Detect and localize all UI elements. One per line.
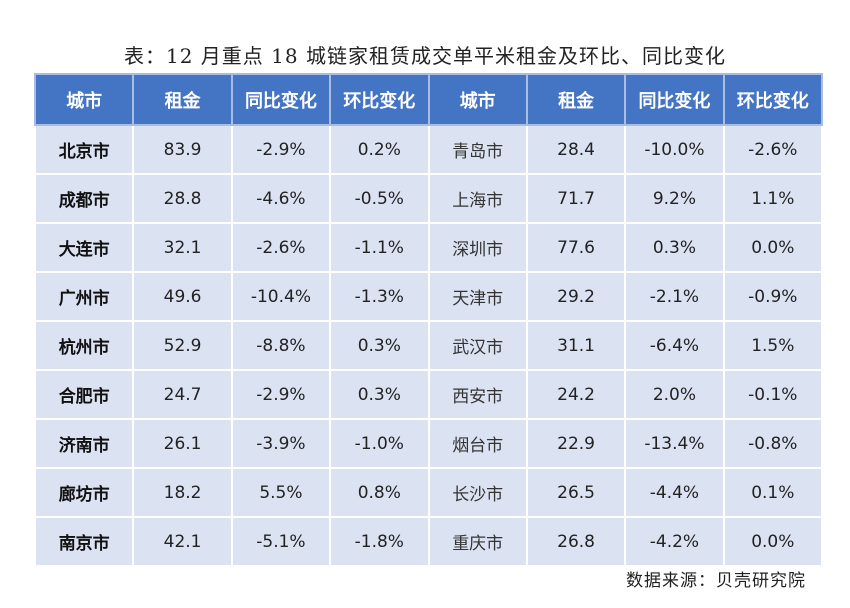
cell-yoy-right: -4.4%	[624, 467, 725, 518]
cell-yoy-left: -2.6%	[230, 222, 332, 273]
rent-table: 城市 租金 同比变化 环比变化 城市 租金 同比变化 环比变化 北京市 83.9-…	[33, 73, 824, 567]
cell-rent-right: 26.8	[525, 516, 627, 567]
cell-rent-left: 26.1	[132, 418, 233, 469]
cell-rent-right: 31.1	[525, 320, 627, 371]
cell-city-right: 深圳市	[427, 222, 528, 273]
cell-rent-right: 22.9	[525, 418, 627, 469]
cell-city-left: 合肥市	[33, 369, 135, 420]
cell-city-left: 大连市	[33, 222, 135, 273]
cell-rent-left: 28.8	[132, 173, 233, 224]
cell-mom-left: 0.3%	[329, 369, 430, 420]
header-city-left: 城市	[33, 73, 135, 126]
cell-rent-right: 24.2	[525, 369, 627, 420]
cell-rent-right: 29.2	[525, 271, 627, 322]
cell-mom-left: -1.3%	[329, 271, 430, 322]
cell-yoy-left: -8.8%	[230, 320, 332, 371]
table-title: 表：12 月重点 18 城链家租赁成交单平米租金及环比、同比变化	[124, 44, 726, 68]
header-mom-left: 环比变化	[329, 73, 430, 126]
table-row: 南京市 42.1 -5.1% -1.8% 重庆市 26.8 -4.2% 0.0%	[33, 516, 824, 567]
table-row: 成都市 28.8 -4.6% -0.5% 上海市 71.7 9.2% 1.1%	[33, 173, 824, 224]
cell-mom-left: -0.5%	[329, 173, 430, 224]
cell-yoy-left: -4.6%	[230, 173, 332, 224]
cell-yoy-left: -10.4%	[230, 271, 332, 322]
data-source-note: 数据来源：贝壳研究院	[626, 571, 806, 591]
cell-mom-right: 0.0%	[722, 222, 824, 273]
cell-mom-left: 0.8%	[329, 467, 430, 518]
cell-yoy-right: -6.4%	[624, 320, 725, 371]
cell-mom-right: 1.1%	[722, 173, 824, 224]
cell-mom-right: 1.5%	[722, 320, 824, 371]
cell-city-left: 廊坊市	[33, 467, 135, 518]
cell-city-right: 烟台市	[427, 418, 528, 469]
cell-mom-right: 0.0%	[722, 516, 824, 567]
cell-yoy-right: 9.2%	[624, 173, 725, 224]
cell-city-right: 武汉市	[427, 320, 528, 371]
table-row: 廊坊市 18.2 5.5% 0.8% 长沙市 26.5 -4.4% 0.1%	[33, 467, 824, 518]
table-header-row: 城市 租金 同比变化 环比变化 城市 租金 同比变化 环比变化	[33, 73, 824, 126]
table-row: 大连市 32.1 -2.6% -1.1% 深圳市 77.6 0.3% 0.0%	[33, 222, 824, 273]
cell-city-right: 重庆市	[427, 516, 528, 567]
cell-mom-left: 0.3%	[329, 320, 430, 371]
cell-yoy-left: -2.9%	[230, 124, 332, 175]
cell-mom-right: -0.1%	[722, 369, 824, 420]
cell-yoy-left: -3.9%	[230, 418, 332, 469]
cell-rent-right: 77.6	[525, 222, 627, 273]
header-yoy-right: 同比变化	[624, 73, 725, 126]
cell-mom-left: -1.1%	[329, 222, 430, 273]
cell-mom-right: -0.9%	[722, 271, 824, 322]
table-row: 北京市 83.9 -2.9% 0.2% 青岛市 28.4 -10.0% -2.6%	[33, 124, 824, 175]
cell-city-right: 上海市	[427, 173, 528, 224]
cell-yoy-right: -4.2%	[624, 516, 725, 567]
cell-rent-left: 52.9	[132, 320, 233, 371]
header-rent-right: 租金	[525, 73, 627, 126]
cell-rent-left: 24.7	[132, 369, 233, 420]
cell-yoy-right: -2.1%	[624, 271, 725, 322]
cell-city-right: 青岛市	[427, 124, 528, 175]
cell-city-left: 广州市	[33, 271, 135, 322]
cell-city-left: 杭州市	[33, 320, 135, 371]
cell-mom-right: -0.8%	[722, 418, 824, 469]
cell-yoy-left: -5.1%	[230, 516, 332, 567]
cell-city-left: 北京市	[33, 124, 135, 175]
header-rent-left: 租金	[132, 73, 233, 126]
cell-yoy-right: -13.4%	[624, 418, 725, 469]
cell-rent-right: 71.7	[525, 173, 627, 224]
cell-rent-left: 83.9	[132, 124, 233, 175]
table-row: 杭州市 52.9 -8.8% 0.3% 武汉市 31.1 -6.4% 1.5%	[33, 320, 824, 371]
cell-rent-right: 26.5	[525, 467, 627, 518]
table-row: 济南市 26.1 -3.9% -1.0% 烟台市 22.9 -13.4% -0.8%	[33, 418, 824, 469]
table-row: 合肥市 24.7 -2.9% 0.3% 西安市 24.2 2.0% -0.1%	[33, 369, 824, 420]
cell-yoy-right: -10.0%	[624, 124, 725, 175]
cell-mom-left: 0.2%	[329, 124, 430, 175]
cell-rent-left: 42.1	[132, 516, 233, 567]
header-yoy-left: 同比变化	[230, 73, 332, 126]
cell-mom-right: 0.1%	[722, 467, 824, 518]
cell-mom-left: -1.0%	[329, 418, 430, 469]
cell-city-left: 南京市	[33, 516, 135, 567]
cell-yoy-left: 5.5%	[230, 467, 332, 518]
cell-city-right: 西安市	[427, 369, 528, 420]
cell-yoy-right: 2.0%	[624, 369, 725, 420]
cell-mom-left: -1.8%	[329, 516, 430, 567]
cell-mom-right: -2.6%	[722, 124, 824, 175]
header-mom-right: 环比变化	[722, 73, 824, 126]
table-row: 广州市 49.6 -10.4% -1.3% 天津市 29.2 -2.1% -0.9%	[33, 271, 824, 322]
cell-rent-right: 28.4	[525, 124, 627, 175]
cell-rent-left: 18.2	[132, 467, 233, 518]
cell-city-right: 天津市	[427, 271, 528, 322]
cell-rent-left: 32.1	[132, 222, 233, 273]
cell-yoy-right: 0.3%	[624, 222, 725, 273]
cell-rent-left: 49.6	[132, 271, 233, 322]
cell-city-left: 成都市	[33, 173, 135, 224]
table-body: 北京市 83.9 -2.9% 0.2% 青岛市 28.4 -10.0% -2.6% 成都市 28.…	[33, 124, 824, 567]
cell-yoy-left: -2.9%	[230, 369, 332, 420]
header-city-right: 城市	[427, 73, 528, 126]
cell-city-left: 济南市	[33, 418, 135, 469]
cell-city-right: 长沙市	[427, 467, 528, 518]
